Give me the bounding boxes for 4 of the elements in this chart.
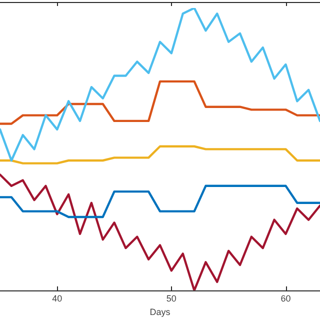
x-tick-label: 60 bbox=[280, 293, 291, 304]
x-tick-label: 50 bbox=[166, 293, 176, 304]
x-axis-title: Days bbox=[150, 307, 171, 318]
x-tick-label: 40 bbox=[52, 293, 62, 304]
